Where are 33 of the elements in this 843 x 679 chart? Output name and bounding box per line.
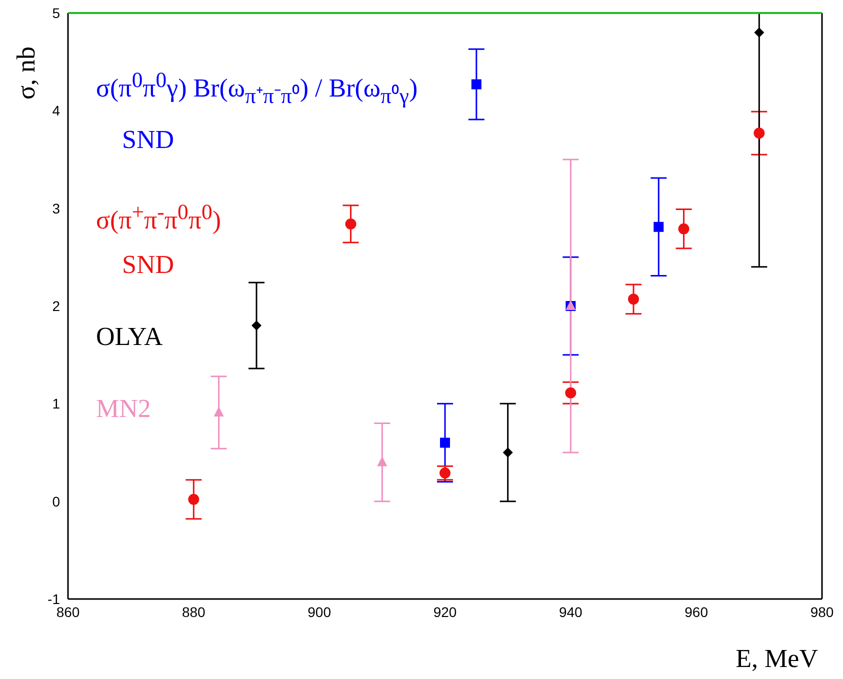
x-tick-label: 960 [684, 604, 708, 620]
y-tick-label: 2 [52, 298, 60, 314]
point [345, 218, 356, 230]
point [377, 456, 388, 466]
x-tick-label: 980 [810, 604, 834, 620]
x-axis-title: E, MeV [736, 644, 818, 673]
point [188, 494, 200, 505]
x-tick-label: 940 [558, 604, 583, 620]
point [440, 438, 450, 448]
point [654, 222, 664, 232]
x-tick-label: 920 [433, 604, 457, 620]
y-tick-label: 1 [52, 396, 60, 412]
point [565, 387, 576, 398]
point [754, 128, 765, 139]
y-tick-label: 3 [52, 200, 60, 216]
point [628, 294, 639, 305]
point [214, 406, 224, 416]
text: σ(π$^{0}$π$^{0}$γ) Br(ω$_{π⁺π⁻π⁰}$) / Br(ω$_{π⁰γ}$) SND [96, 68, 418, 154]
point [502, 448, 513, 458]
text: σ(π$^{+}$π$^{-}$π$^{0}$π$^{0}$) SND [96, 200, 221, 278]
y-tick-label: 0 [52, 493, 60, 510]
point [471, 79, 482, 90]
text: OLYA [96, 320, 164, 352]
point [754, 28, 764, 38]
x-tick-label: 900 [308, 604, 332, 620]
x-tick-label: 880 [182, 604, 206, 620]
point [252, 320, 262, 331]
y-tick-label: 4 [52, 102, 60, 119]
point [440, 468, 450, 479]
y-tick-label: 5 [52, 4, 60, 21]
text: MN2 [96, 392, 152, 424]
y-axis-title: σ, nb [11, 46, 40, 100]
point [678, 223, 690, 234]
